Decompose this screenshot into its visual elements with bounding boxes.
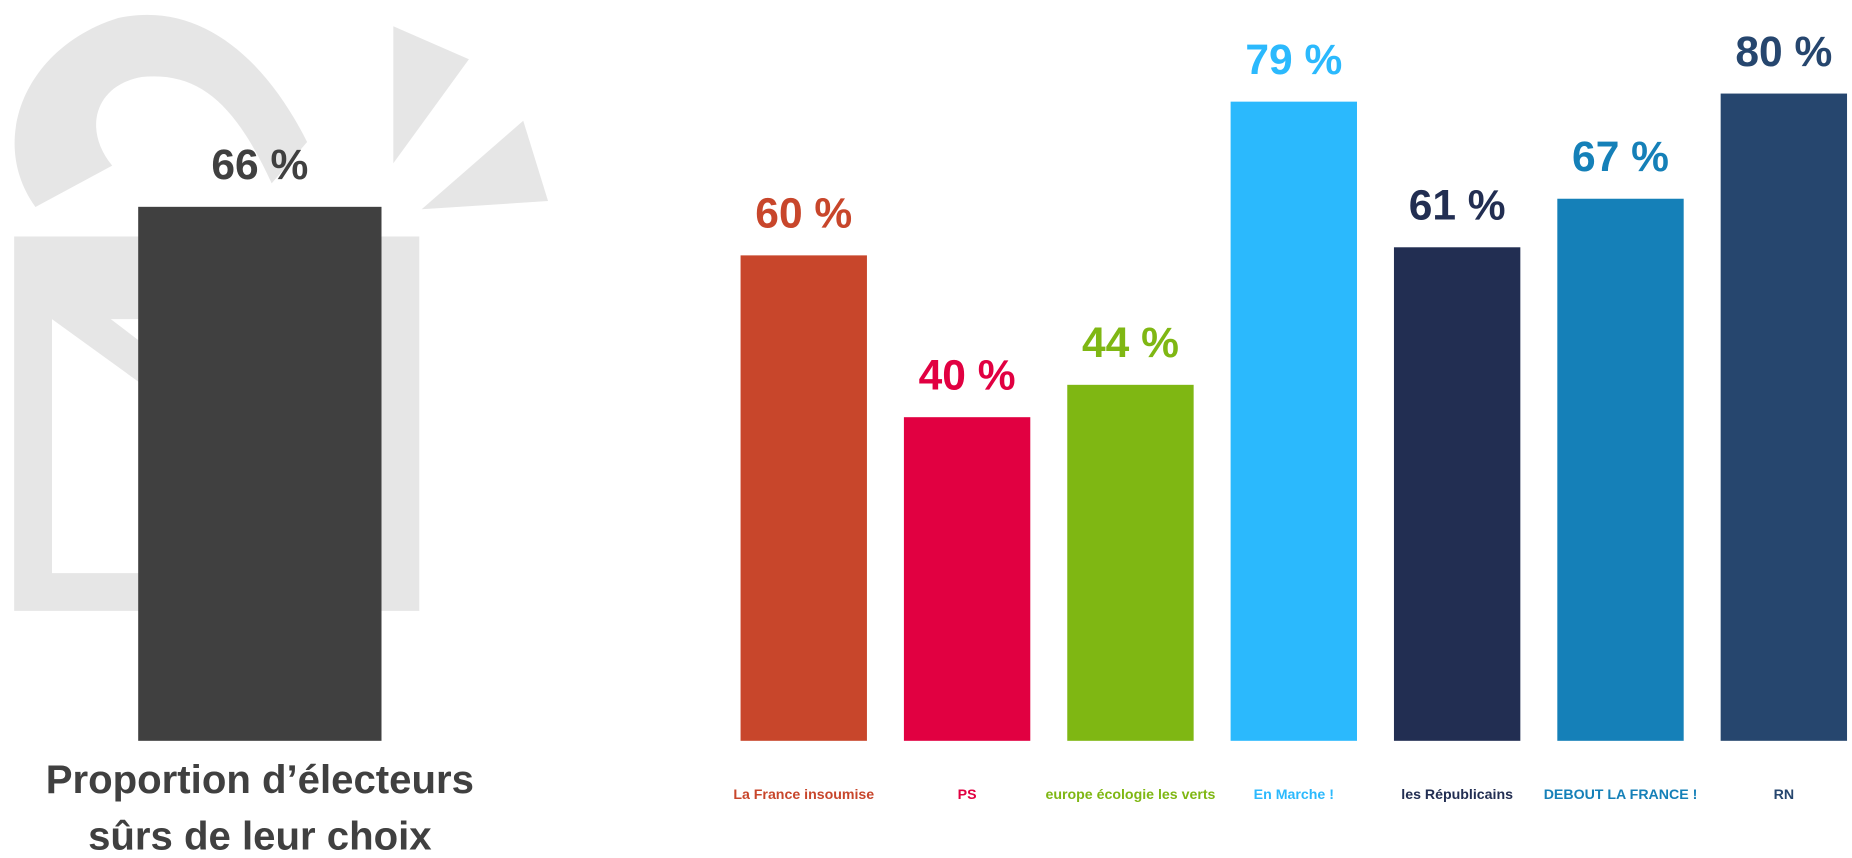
value-label: 67 % (1572, 134, 1669, 181)
bar (1720, 93, 1848, 741)
value-label: 79 % (1245, 37, 1342, 84)
value-label: 66 % (211, 142, 308, 189)
bar (740, 255, 867, 741)
party-logo: RN (1774, 787, 1794, 803)
bar (903, 417, 1031, 741)
bar (1230, 101, 1357, 741)
value-label: 60 % (755, 191, 852, 238)
caption: Proportion d’électeurs (46, 757, 474, 802)
bar (1557, 198, 1684, 741)
value-label: 40 % (919, 352, 1016, 399)
party-logo: La France insoumise (733, 787, 874, 803)
bar (1067, 384, 1194, 741)
value-label: 61 % (1409, 183, 1506, 230)
party-logo: PS (958, 787, 977, 803)
party-logo: En Marche ! (1254, 787, 1334, 803)
party-logo: les Républicains (1401, 787, 1513, 803)
party-logo: europe écologie les verts (1045, 787, 1215, 803)
bar (1393, 247, 1521, 741)
bar (138, 206, 382, 741)
value-label: 44 % (1082, 320, 1179, 367)
value-label: 80 % (1735, 29, 1832, 76)
party-logo: DEBOUT LA FRANCE ! (1544, 787, 1698, 803)
caption: sûrs de leur choix (88, 813, 432, 858)
